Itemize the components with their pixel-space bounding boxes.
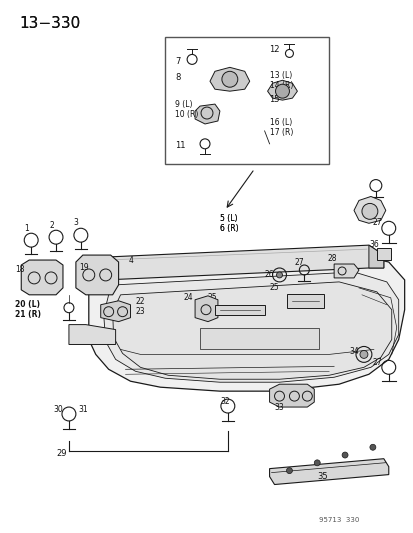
Text: 24: 24 (183, 293, 192, 302)
Polygon shape (363, 203, 376, 212)
Text: 25: 25 (207, 293, 217, 302)
Text: 1: 1 (24, 224, 29, 233)
Polygon shape (90, 245, 383, 280)
Text: 4: 4 (128, 255, 133, 264)
Bar (199, 328, 318, 350)
Polygon shape (100, 301, 130, 321)
Text: 27: 27 (372, 358, 382, 367)
Circle shape (275, 84, 289, 98)
Text: 36: 36 (368, 240, 378, 249)
Text: 27: 27 (294, 257, 303, 266)
Text: 23: 23 (135, 307, 145, 316)
Circle shape (276, 272, 282, 278)
Text: 7: 7 (175, 57, 180, 66)
Polygon shape (112, 282, 391, 379)
Polygon shape (69, 325, 115, 344)
Text: 21 (R): 21 (R) (15, 310, 41, 319)
Text: 27: 27 (372, 218, 382, 227)
Text: 20 (L): 20 (L) (15, 300, 40, 309)
Circle shape (341, 452, 347, 458)
Polygon shape (76, 255, 118, 295)
Text: 11: 11 (175, 141, 185, 150)
Polygon shape (269, 384, 313, 407)
Text: 10 (R): 10 (R) (175, 109, 198, 118)
Polygon shape (209, 67, 249, 91)
Text: 95713  330: 95713 330 (318, 518, 359, 523)
Text: 28: 28 (326, 254, 336, 263)
Text: 33: 33 (274, 402, 284, 411)
Polygon shape (195, 104, 219, 124)
Circle shape (369, 445, 375, 450)
Polygon shape (267, 80, 297, 100)
Text: 13 (L): 13 (L) (269, 71, 291, 80)
Text: 26: 26 (264, 270, 273, 279)
Text: 8: 8 (175, 73, 180, 82)
Text: 18: 18 (15, 265, 25, 274)
Text: 16 (L): 16 (L) (269, 118, 291, 127)
Text: 31: 31 (78, 405, 88, 414)
Text: 19: 19 (78, 263, 88, 272)
Polygon shape (368, 245, 383, 268)
Text: 3: 3 (74, 218, 78, 227)
Circle shape (361, 204, 377, 219)
Circle shape (313, 460, 320, 466)
Text: 5 (L): 5 (L) (219, 214, 237, 223)
Text: 6 (R): 6 (R) (219, 224, 238, 233)
Polygon shape (88, 255, 404, 391)
Circle shape (286, 467, 292, 474)
Text: 13−330: 13−330 (19, 16, 80, 31)
Text: 25: 25 (269, 284, 278, 293)
Polygon shape (21, 260, 63, 295)
Text: 15: 15 (269, 95, 280, 103)
Text: 2: 2 (49, 221, 54, 230)
Bar (165, 37, 328, 164)
Text: 17 (R): 17 (R) (269, 128, 292, 138)
Circle shape (359, 350, 367, 358)
Text: 35: 35 (316, 472, 327, 481)
Polygon shape (333, 264, 358, 278)
Text: 12: 12 (269, 45, 280, 54)
Polygon shape (269, 459, 388, 484)
Polygon shape (376, 248, 390, 260)
Text: 32: 32 (219, 397, 229, 406)
Text: 22: 22 (135, 297, 145, 306)
Polygon shape (214, 305, 264, 314)
Text: 30: 30 (53, 405, 63, 414)
Polygon shape (353, 197, 385, 223)
Text: 34: 34 (348, 347, 358, 356)
Polygon shape (195, 296, 217, 321)
Text: 14 (R): 14 (R) (269, 80, 292, 90)
Polygon shape (287, 294, 323, 308)
Text: 5 (L): 5 (L) (219, 214, 237, 223)
Circle shape (221, 71, 237, 87)
Text: 9 (L): 9 (L) (175, 100, 192, 109)
Text: 6 (R): 6 (R) (219, 224, 238, 233)
Text: 13−330: 13−330 (19, 16, 80, 31)
Text: 29: 29 (56, 449, 66, 458)
Polygon shape (103, 272, 398, 382)
